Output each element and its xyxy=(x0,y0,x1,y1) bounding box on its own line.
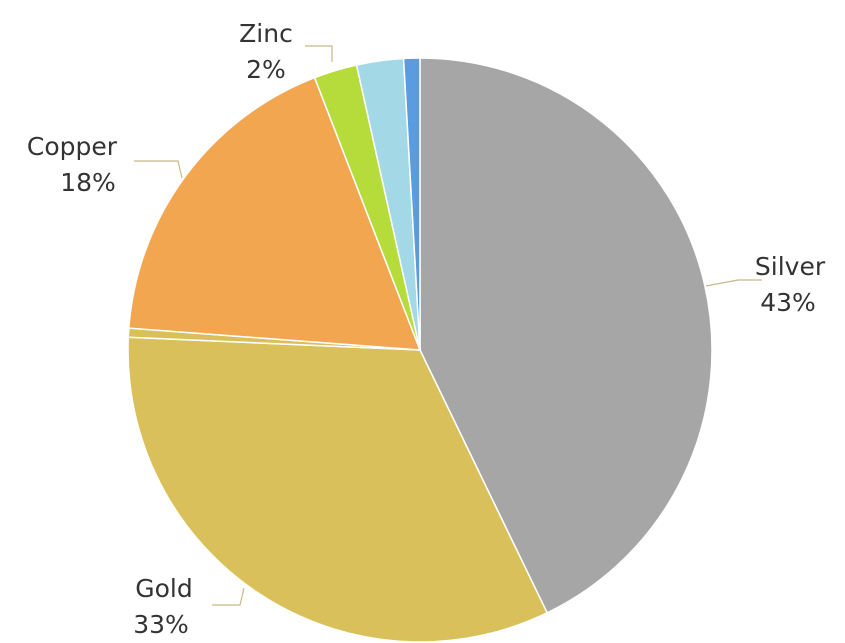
pie-slices xyxy=(127,57,713,643)
leader-line-silver xyxy=(705,279,762,287)
pie-slice-silver xyxy=(419,57,713,614)
leader-line-zinc xyxy=(305,45,333,62)
label-gold: Gold 33% xyxy=(133,574,193,639)
label-copper-percent: 18% xyxy=(60,168,116,197)
label-silver: Silver 43% xyxy=(755,252,826,317)
pie-slice-copper xyxy=(128,76,422,351)
label-zinc: Zinc 2% xyxy=(239,19,293,84)
leader-line-gold xyxy=(212,587,245,606)
label-copper-name: Copper xyxy=(27,132,118,161)
label-zinc-name: Zinc xyxy=(239,19,293,48)
label-silver-name: Silver xyxy=(755,252,826,281)
label-zinc-percent: 2% xyxy=(246,55,286,84)
pie-slice-unlabeled-6 xyxy=(402,57,421,351)
label-gold-percent: 33% xyxy=(133,610,189,639)
pie-slice-gold xyxy=(127,336,549,643)
leader-line-copper xyxy=(134,160,183,179)
leader-lines xyxy=(134,45,762,606)
label-gold-name: Gold xyxy=(135,574,192,603)
label-silver-percent: 43% xyxy=(760,288,816,317)
label-copper: Copper 18% xyxy=(27,132,118,197)
